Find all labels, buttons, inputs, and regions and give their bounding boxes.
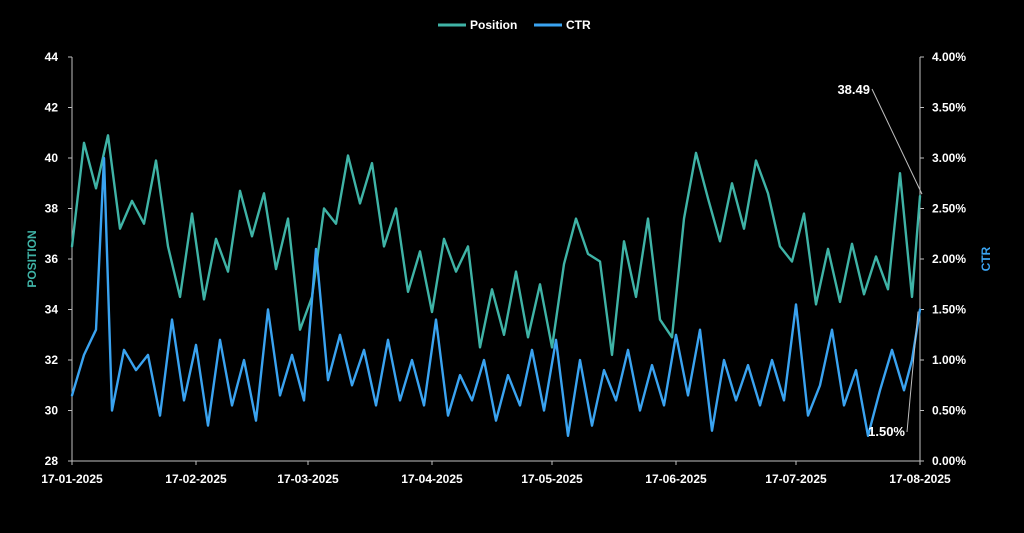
legend-label-ctr: CTR (566, 18, 591, 32)
annotation-leader-ctr (906, 311, 919, 433)
series-line-ctr (70, 156, 922, 437)
y-left-tick-label: 28 (45, 454, 59, 468)
y-right-tick-label: 4.00% (932, 50, 966, 64)
y-axis-right-ticks: 0.00% 0.50% 1.00% 1.50% 2.00% 2.50% 3.00% 3.50%… (920, 50, 966, 468)
y-right-tick-label: 1.00% (932, 353, 966, 367)
annotation-label-position: 38.49 (837, 82, 870, 97)
y-right-tick-label: 2.00% (932, 252, 966, 266)
y-left-tick-label: 30 (45, 404, 59, 418)
y-axis-left-ticks: 28 30 32 34 36 38 40 42 44 (45, 50, 72, 468)
annotation-label-ctr: 1.50% (868, 424, 905, 439)
y-right-tick-label: 3.00% (932, 151, 966, 165)
y-left-tick-label: 32 (45, 353, 59, 367)
legend-label-position: Position (470, 18, 517, 32)
x-tick-label: 17-04-2025 (401, 472, 463, 486)
y-right-tick-label: 0.00% (932, 454, 966, 468)
y-left-tick-label: 34 (45, 303, 59, 317)
x-tick-label: 17-07-2025 (765, 472, 827, 486)
legend: Position CTR (438, 18, 591, 32)
x-tick-label: 17-05-2025 (521, 472, 583, 486)
x-tick-label: 17-03-2025 (277, 472, 339, 486)
x-tick-label: 17-01-2025 (41, 472, 103, 486)
y-left-tick-label: 40 (45, 151, 59, 165)
y-axis-right-title: CTR (979, 246, 993, 271)
annotations: 38.49 1.50% (837, 82, 923, 439)
series-group (70, 134, 922, 437)
y-right-tick-label: 0.50% (932, 404, 966, 418)
y-right-tick-label: 2.50% (932, 202, 966, 216)
y-right-tick-label: 1.50% (932, 303, 966, 317)
y-axis-left-title: POSITION (25, 230, 39, 287)
y-left-tick-label: 38 (45, 202, 59, 216)
x-tick-label: 17-06-2025 (645, 472, 707, 486)
x-tick-label: 17-02-2025 (165, 472, 227, 486)
series-line-position (70, 134, 922, 357)
y-left-tick-label: 36 (45, 252, 59, 266)
y-left-tick-label: 42 (45, 101, 59, 115)
x-axis-ticks: 17-01-2025 17-02-2025 17-03-2025 17-04-2025… (41, 461, 951, 486)
x-tick-label: 17-08-2025 (889, 472, 951, 486)
y-left-tick-label: 44 (45, 50, 59, 64)
y-right-tick-label: 3.50% (932, 101, 966, 115)
annotation-leader-position (871, 88, 923, 195)
